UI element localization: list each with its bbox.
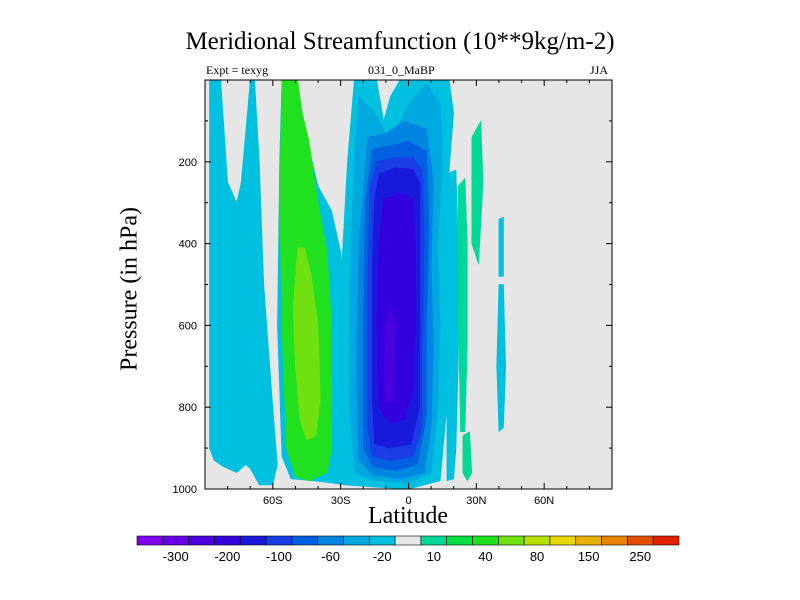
x-tick-label: 30N xyxy=(466,495,486,507)
colorbar-swatch xyxy=(136,535,164,546)
colorbar-label: 80 xyxy=(530,549,544,564)
colorbar-swatch xyxy=(162,535,189,546)
y-tick-label: 600 xyxy=(179,320,197,332)
colorbar: -300 -200 -100 -60 -20 10 40 80 150 250 xyxy=(136,535,680,564)
x-axis-label: Latitude xyxy=(368,503,448,529)
contour-light-green-core xyxy=(292,247,321,441)
colorbar-swatch xyxy=(549,535,577,546)
x-tick-label: 0 xyxy=(405,495,411,507)
contour-subtropical-cyan-strip xyxy=(496,284,507,433)
colorbar-swatch xyxy=(265,535,293,546)
contour-subtropical-cyan-upper xyxy=(498,216,504,277)
plot-area xyxy=(204,79,613,490)
season-label: JJA xyxy=(590,63,609,77)
colorbar-swatch xyxy=(188,535,215,546)
x-tick-label: 60N xyxy=(534,495,554,507)
contour-tropical-green-lower xyxy=(462,431,473,482)
colorbar-label: 250 xyxy=(629,549,651,564)
colorbar-swatch xyxy=(627,535,654,546)
colorbar-swatch xyxy=(394,535,422,546)
colorbar-label: 10 xyxy=(427,549,441,564)
x-tick-label: 60S xyxy=(263,495,283,507)
colorbar-label: -60 xyxy=(321,549,340,564)
colorbar-swatch xyxy=(239,535,267,546)
colorbar-swatch xyxy=(420,535,448,546)
y-tick-label: 400 xyxy=(179,239,197,251)
colorbar-swatch xyxy=(343,535,370,546)
colorbar-label: -20 xyxy=(373,549,392,564)
run-label: 031_0_MaBP xyxy=(368,63,435,77)
axes: 60S 30S 0 30N 60N 200 400 600 800 1000 xyxy=(173,80,612,507)
colorbar-label: -300 xyxy=(163,549,189,564)
y-tick-label: 200 xyxy=(179,157,197,169)
colorbar-swatch xyxy=(291,535,318,546)
contour-polar-cyan-band-left xyxy=(209,80,278,486)
y-tick-label: 1000 xyxy=(173,484,197,496)
colorbar-label: -200 xyxy=(214,549,240,564)
colorbar-swatch xyxy=(575,535,602,546)
contour-southern-cell-core xyxy=(376,194,416,424)
colorbar-swatch xyxy=(368,535,396,546)
colorbar-label: 40 xyxy=(478,549,492,564)
colorbar-swatch xyxy=(317,535,344,546)
colorbar-swatch xyxy=(498,535,525,546)
contour-tropical-green-upper xyxy=(471,120,484,265)
colorbar-swatch xyxy=(523,535,551,546)
contour-tropical-cyan-strip xyxy=(446,169,459,482)
colorbar-label: -100 xyxy=(266,549,292,564)
colorbar-swatch xyxy=(601,535,628,546)
colorbar-swatch xyxy=(214,535,241,546)
colorbar-swatch xyxy=(446,535,473,546)
experiment-label: Expt = texyg xyxy=(206,63,269,77)
contour-southern-cell-center xyxy=(383,308,396,404)
colorbar-swatch xyxy=(472,535,499,546)
y-tick-label: 800 xyxy=(179,402,197,414)
contour-fills xyxy=(209,80,507,489)
x-tick-label: 30S xyxy=(331,495,351,507)
colorbar-label: 150 xyxy=(578,549,600,564)
chart-title: Meridional Streamfunction (10**9kg/m-2) xyxy=(185,28,615,55)
contour-tropical-green-strip xyxy=(457,177,468,433)
colorbar-swatch xyxy=(652,535,680,546)
